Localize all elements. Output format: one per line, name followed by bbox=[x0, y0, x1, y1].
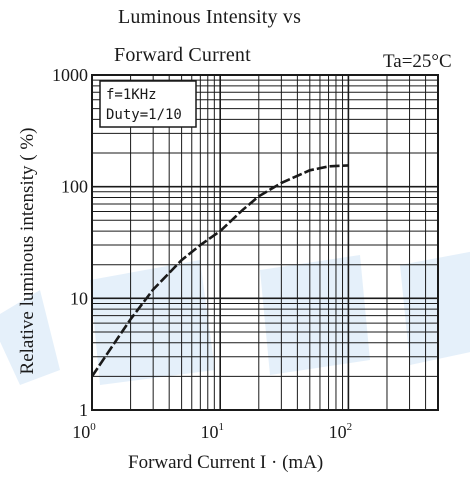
y-tick-label: 100 bbox=[61, 177, 88, 197]
annotation-frame bbox=[99, 80, 197, 128]
y-tick-labels: 1 10 100 1000 bbox=[52, 65, 88, 420]
x-axis-label: Forward Current I · (mA) bbox=[128, 452, 324, 473]
annotation-line: f=1KHz bbox=[106, 87, 157, 103]
chart-title-line-2: Forward Current bbox=[114, 44, 251, 66]
series-line bbox=[90, 164, 349, 378]
x-tick-label: 100 bbox=[72, 421, 96, 442]
chart-title-line-1: Luminous Intensity vs bbox=[118, 6, 302, 28]
x-tick-label: 102 bbox=[329, 421, 353, 442]
temperature-condition: Ta=25°C bbox=[383, 51, 452, 72]
grid-lines bbox=[92, 75, 438, 410]
y-tick-label: 10 bbox=[70, 288, 88, 308]
annotation-line: Duty=1/10 bbox=[106, 107, 182, 123]
x-tick-labels: 100 101 102 bbox=[72, 421, 352, 442]
x-tick-label: 101 bbox=[200, 421, 224, 442]
plot-frame bbox=[91, 74, 439, 411]
annotation-box: f=1KHz Duty=1/10 bbox=[99, 80, 197, 128]
y-tick-label: 1 bbox=[79, 400, 88, 420]
y-tick-label: 1000 bbox=[52, 65, 88, 85]
